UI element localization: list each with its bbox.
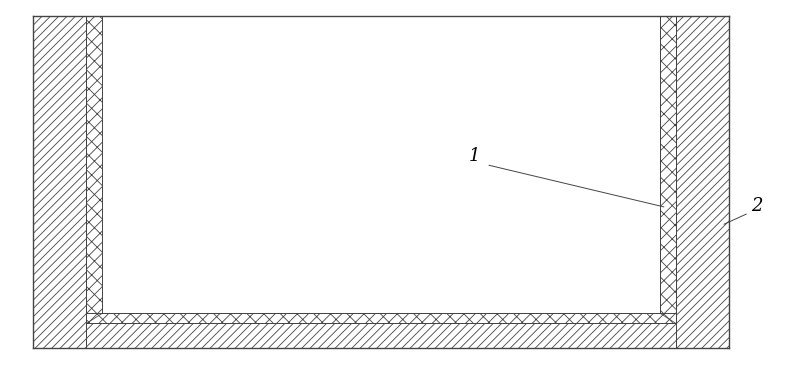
- Bar: [86, 314, 676, 323]
- Bar: [86, 323, 676, 348]
- Text: 1: 1: [469, 147, 480, 165]
- Bar: [86, 16, 102, 323]
- Bar: [660, 16, 676, 323]
- Bar: [33, 16, 86, 348]
- Bar: [676, 16, 730, 348]
- Text: 2: 2: [751, 197, 762, 215]
- Bar: [102, 16, 660, 314]
